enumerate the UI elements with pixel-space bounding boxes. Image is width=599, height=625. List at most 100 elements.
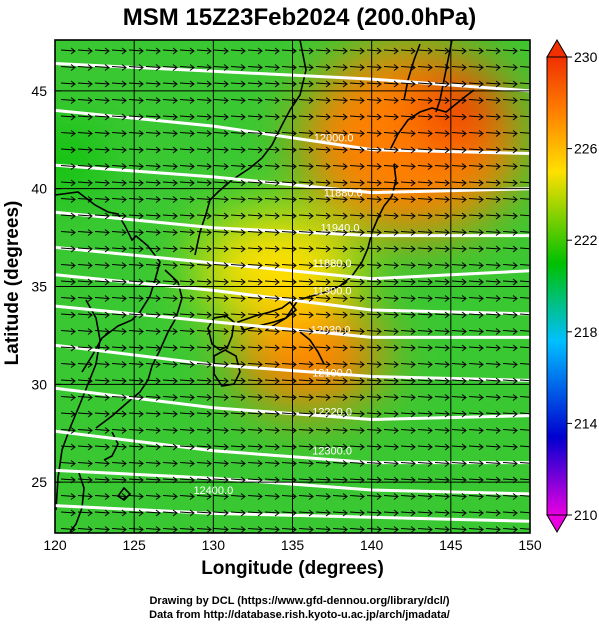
wind-arrow [485, 196, 501, 203]
wind-arrow [264, 526, 280, 533]
wind-arrow [281, 493, 297, 500]
wind-arrow [502, 361, 518, 368]
wind-arrow [77, 196, 93, 203]
wind-arrow [502, 179, 518, 187]
wind-arrow [77, 163, 93, 170]
colorbar-tick-label: 214 [574, 415, 598, 431]
cold-region [55, 129, 103, 190]
wind-arrow [128, 64, 144, 71]
wind-arrow [366, 509, 382, 517]
wind-arrow [468, 229, 484, 236]
wind-arrow [366, 328, 382, 335]
wind-arrow [213, 410, 229, 418]
wind-arrow [519, 196, 530, 203]
wind-arrow [94, 526, 110, 533]
wind-arrow [417, 229, 433, 236]
wind-arrow [196, 196, 212, 203]
wind-arrow [230, 212, 246, 220]
contour-label: 11900.0 [313, 285, 352, 297]
wind-arrow [60, 377, 76, 385]
wind-arrow [366, 212, 382, 220]
wind-arrow [196, 344, 212, 352]
wind-arrow [366, 146, 382, 154]
wind-arrow [383, 493, 399, 500]
wind-arrow [77, 493, 93, 500]
wind-arrow [298, 328, 314, 335]
wind-arrow [502, 443, 518, 451]
wind-arrow [111, 80, 127, 88]
wind-arrow [349, 427, 365, 434]
wind-arrow [145, 80, 161, 88]
wind-arrow [213, 163, 229, 170]
wind-arrow [468, 130, 484, 137]
wind-arrow [315, 262, 331, 269]
wind-arrow [417, 64, 433, 71]
wind-arrow [128, 163, 144, 170]
wind-arrow [349, 361, 365, 368]
wind-arrow [519, 163, 530, 170]
wind-arrow [502, 80, 518, 88]
wind-arrow [128, 311, 144, 319]
wind-arrow [94, 113, 110, 121]
wind-arrow [145, 361, 161, 368]
wind-arrow [60, 328, 76, 335]
wind-arrow [502, 262, 518, 269]
wind-arrow [60, 427, 76, 434]
wind-arrow [281, 328, 297, 335]
wind-arrow [162, 394, 178, 401]
wind-arrow [400, 410, 416, 418]
wind-arrow [196, 295, 212, 302]
wind-arrow [145, 278, 161, 286]
wind-arrow [451, 262, 467, 269]
wind-arrow [111, 163, 127, 170]
wind-arrow [400, 443, 416, 451]
wind-arrow [298, 344, 314, 352]
wind-arrow [298, 443, 314, 451]
wind-arrow [111, 460, 127, 467]
wind-arrow [315, 427, 331, 434]
wind-arrow [60, 47, 76, 55]
wind-arrow [77, 262, 93, 269]
wind-arrow [264, 509, 280, 517]
wind-arrow [434, 443, 450, 451]
wind-arrow [468, 311, 484, 319]
wind-arrow [519, 130, 530, 137]
wind-arrow [315, 443, 331, 451]
wind-arrow [281, 163, 297, 170]
wind-arrow [77, 295, 93, 302]
wind-arrow [349, 163, 365, 170]
wind-arrow [434, 493, 450, 500]
wind-arrow [298, 361, 314, 368]
wind-arrow [315, 113, 331, 121]
wind-arrow [434, 311, 450, 319]
wind-arrow [230, 526, 246, 533]
wind-arrow [128, 113, 144, 121]
wind-arrow [179, 80, 195, 88]
wind-arrow [196, 377, 212, 385]
wind-arrow [281, 526, 297, 533]
wind-arrow [264, 361, 280, 368]
wind-arrow [145, 427, 161, 434]
wind-arrow [485, 443, 501, 451]
wind-arrow [502, 493, 518, 500]
wind-arrow [162, 196, 178, 203]
wind-arrow [60, 493, 76, 500]
wind-arrow [451, 493, 467, 500]
wind-arrow [281, 460, 297, 467]
colorbar-max-triangle [546, 39, 568, 58]
wind-arrow [247, 196, 263, 203]
contour-label: 12000.0 [314, 133, 354, 145]
wind-arrow [519, 345, 530, 351]
wind-arrow [77, 179, 93, 187]
wind-arrow [383, 526, 399, 533]
wind-arrow [145, 262, 161, 269]
wind-arrow [400, 47, 416, 55]
x-tick-label: 150 [518, 537, 542, 553]
wind-arrow [264, 344, 280, 352]
y-tick-label: 45 [31, 83, 47, 99]
wind-arrow [332, 212, 348, 220]
wind-arrow [145, 146, 161, 154]
wind-arrow [468, 526, 484, 533]
wind-arrow [162, 47, 178, 55]
wind-arrow [434, 245, 450, 253]
